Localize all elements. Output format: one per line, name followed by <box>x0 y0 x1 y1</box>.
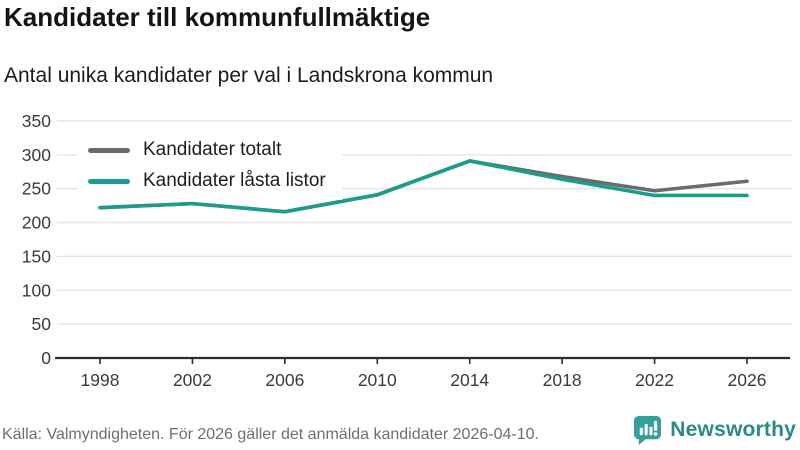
svg-text:2022: 2022 <box>635 370 674 390</box>
page-subtitle: Antal unika kandidater per val i Landskr… <box>4 64 494 87</box>
x-axis-ticks <box>99 358 748 364</box>
page-title: Kandidater till kommunfullmäktige <box>4 2 431 32</box>
svg-text:50: 50 <box>32 314 52 334</box>
svg-text:150: 150 <box>22 246 51 266</box>
x-axis-labels: 1998 2002 2006 2010 2014 2018 2022 2026 <box>81 370 767 390</box>
legend-label: Kandidater totalt <box>143 139 282 160</box>
newsworthy-wordmark: Newsworthy <box>670 417 796 441</box>
svg-text:2018: 2018 <box>543 370 582 390</box>
svg-text:2002: 2002 <box>173 370 212 390</box>
svg-text:2026: 2026 <box>728 370 767 390</box>
svg-text:1998: 1998 <box>81 370 120 390</box>
chart-legend: Kandidater totalt Kandidater låsta listo… <box>78 132 342 200</box>
svg-text:2006: 2006 <box>265 370 304 390</box>
legend-swatch-gray-line <box>88 147 130 153</box>
svg-text:250: 250 <box>22 179 51 199</box>
legend-item-kandidater-totalt: Kandidater totalt <box>88 139 326 161</box>
series-line-1 <box>98 159 749 214</box>
source-note: Källa: Valmyndigheten. För 2026 gäller d… <box>2 426 539 443</box>
newsworthy-speech-bubble-barchart-icon <box>634 415 662 445</box>
legend-swatch-teal-line <box>88 178 130 184</box>
svg-text:200: 200 <box>22 213 51 233</box>
legend-label: Kandidater låsta listor <box>143 170 326 191</box>
svg-text:350: 350 <box>22 111 51 131</box>
legend-item-kandidater-lasta-listor: Kandidater låsta listor <box>88 170 326 192</box>
svg-text:0: 0 <box>41 348 51 368</box>
svg-text:2010: 2010 <box>358 370 397 390</box>
svg-text:300: 300 <box>22 145 51 165</box>
chart-footer: Källa: Valmyndigheten. För 2026 gäller d… <box>0 412 800 450</box>
svg-text:100: 100 <box>22 280 51 300</box>
svg-text:2014: 2014 <box>450 370 489 390</box>
newsworthy-logo: Newsworthy <box>632 414 796 445</box>
y-axis-labels: 0 50 100 150 200 250 300 350 <box>22 111 51 368</box>
